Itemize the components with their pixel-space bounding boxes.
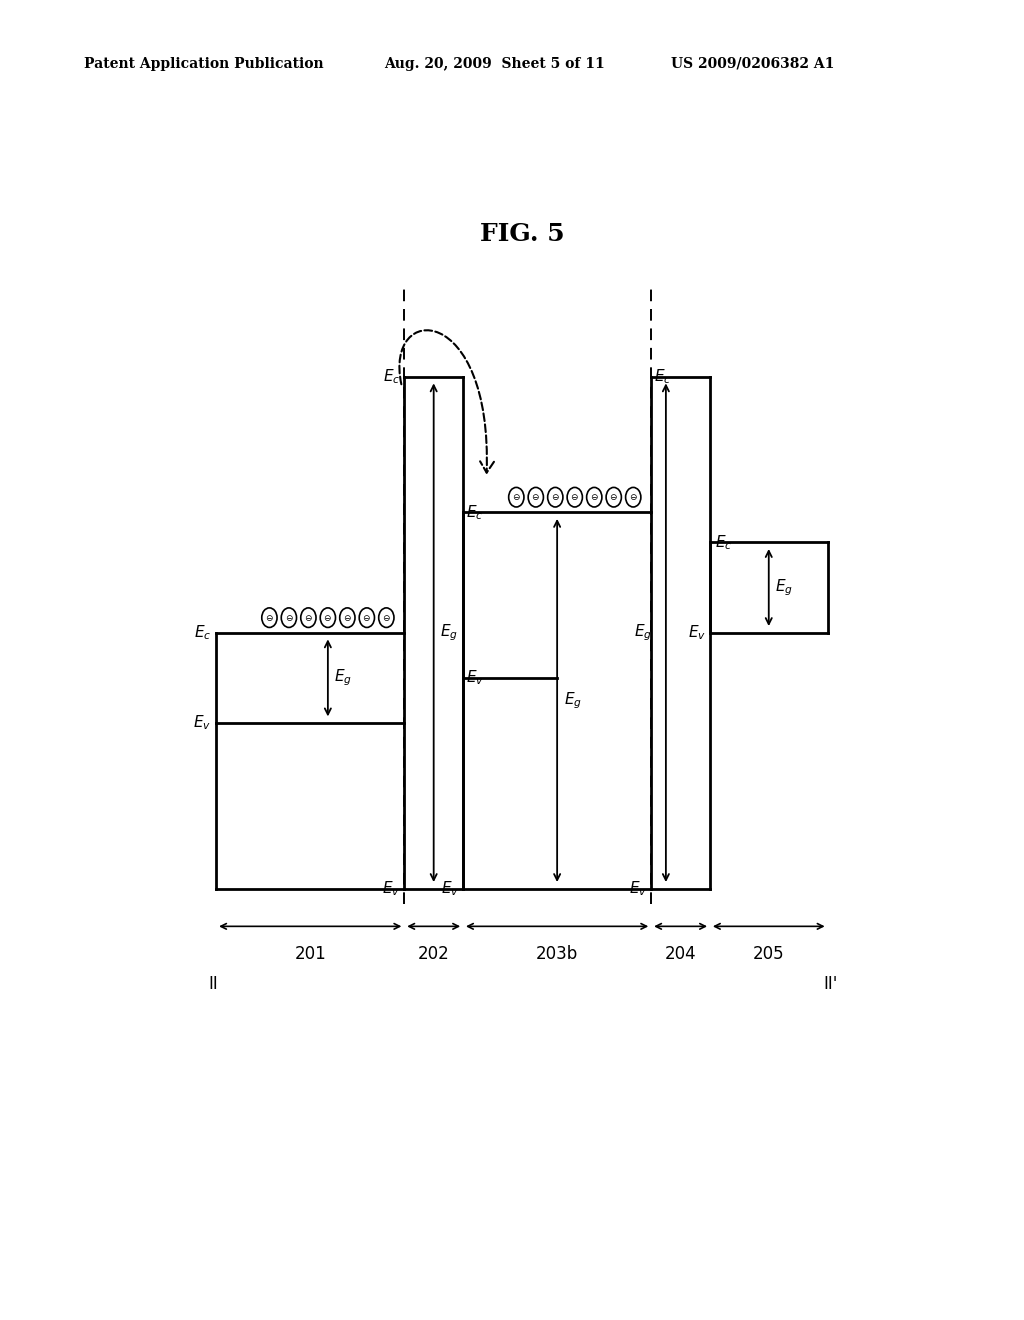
Circle shape (359, 609, 375, 627)
FancyArrowPatch shape (399, 330, 494, 473)
Text: 203b: 203b (536, 945, 579, 964)
Circle shape (626, 487, 641, 507)
Circle shape (340, 609, 355, 627)
Text: $E_v$: $E_v$ (466, 668, 484, 688)
Text: $E_g$: $E_g$ (564, 690, 583, 710)
Text: $E_c$: $E_c$ (715, 533, 732, 552)
Text: $\ominus$: $\ominus$ (629, 492, 638, 502)
Circle shape (301, 609, 316, 627)
Text: $E_v$: $E_v$ (629, 879, 647, 898)
Text: 205: 205 (753, 945, 784, 964)
Circle shape (606, 487, 622, 507)
Text: $E_c$: $E_c$ (466, 503, 483, 521)
Text: Aug. 20, 2009  Sheet 5 of 11: Aug. 20, 2009 Sheet 5 of 11 (384, 57, 605, 71)
Text: $\ominus$: $\ominus$ (362, 612, 372, 623)
Circle shape (379, 609, 394, 627)
Text: $\ominus$: $\ominus$ (570, 492, 580, 502)
Text: 204: 204 (665, 945, 696, 964)
Text: $E_v$: $E_v$ (194, 714, 212, 733)
Circle shape (282, 609, 297, 627)
Text: $\ominus$: $\ominus$ (265, 612, 273, 623)
Text: $E_c$: $E_c$ (195, 623, 212, 642)
Text: $E_v$: $E_v$ (441, 879, 459, 898)
Text: $E_v$: $E_v$ (382, 879, 400, 898)
Text: $E_c$: $E_c$ (383, 367, 400, 385)
Text: $\ominus$: $\ominus$ (512, 492, 520, 502)
Text: $\ominus$: $\ominus$ (343, 612, 351, 623)
Circle shape (567, 487, 583, 507)
Text: II': II' (823, 975, 838, 993)
Text: $\ominus$: $\ominus$ (382, 612, 391, 623)
Circle shape (587, 487, 602, 507)
Circle shape (548, 487, 563, 507)
Text: $E_g$: $E_g$ (634, 623, 651, 643)
Text: II: II (208, 975, 218, 993)
Text: $\ominus$: $\ominus$ (324, 612, 332, 623)
Text: 202: 202 (418, 945, 450, 964)
Text: $E_g$: $E_g$ (439, 623, 458, 643)
Text: $E_v$: $E_v$ (688, 623, 706, 642)
Text: 201: 201 (294, 945, 326, 964)
Text: $\ominus$: $\ominus$ (531, 492, 541, 502)
Text: $\ominus$: $\ominus$ (304, 612, 312, 623)
Text: $E_c$: $E_c$ (654, 367, 672, 385)
Circle shape (528, 487, 544, 507)
Text: $\ominus$: $\ominus$ (609, 492, 618, 502)
Text: $\ominus$: $\ominus$ (285, 612, 293, 623)
Text: $E_g$: $E_g$ (334, 668, 351, 688)
Circle shape (262, 609, 278, 627)
Circle shape (321, 609, 336, 627)
Text: FIG. 5: FIG. 5 (479, 222, 564, 246)
Text: Patent Application Publication: Patent Application Publication (84, 57, 324, 71)
Text: $\ominus$: $\ominus$ (590, 492, 599, 502)
Text: $E_g$: $E_g$ (774, 577, 793, 598)
Circle shape (509, 487, 524, 507)
Text: $\ominus$: $\ominus$ (551, 492, 560, 502)
Text: US 2009/0206382 A1: US 2009/0206382 A1 (671, 57, 835, 71)
